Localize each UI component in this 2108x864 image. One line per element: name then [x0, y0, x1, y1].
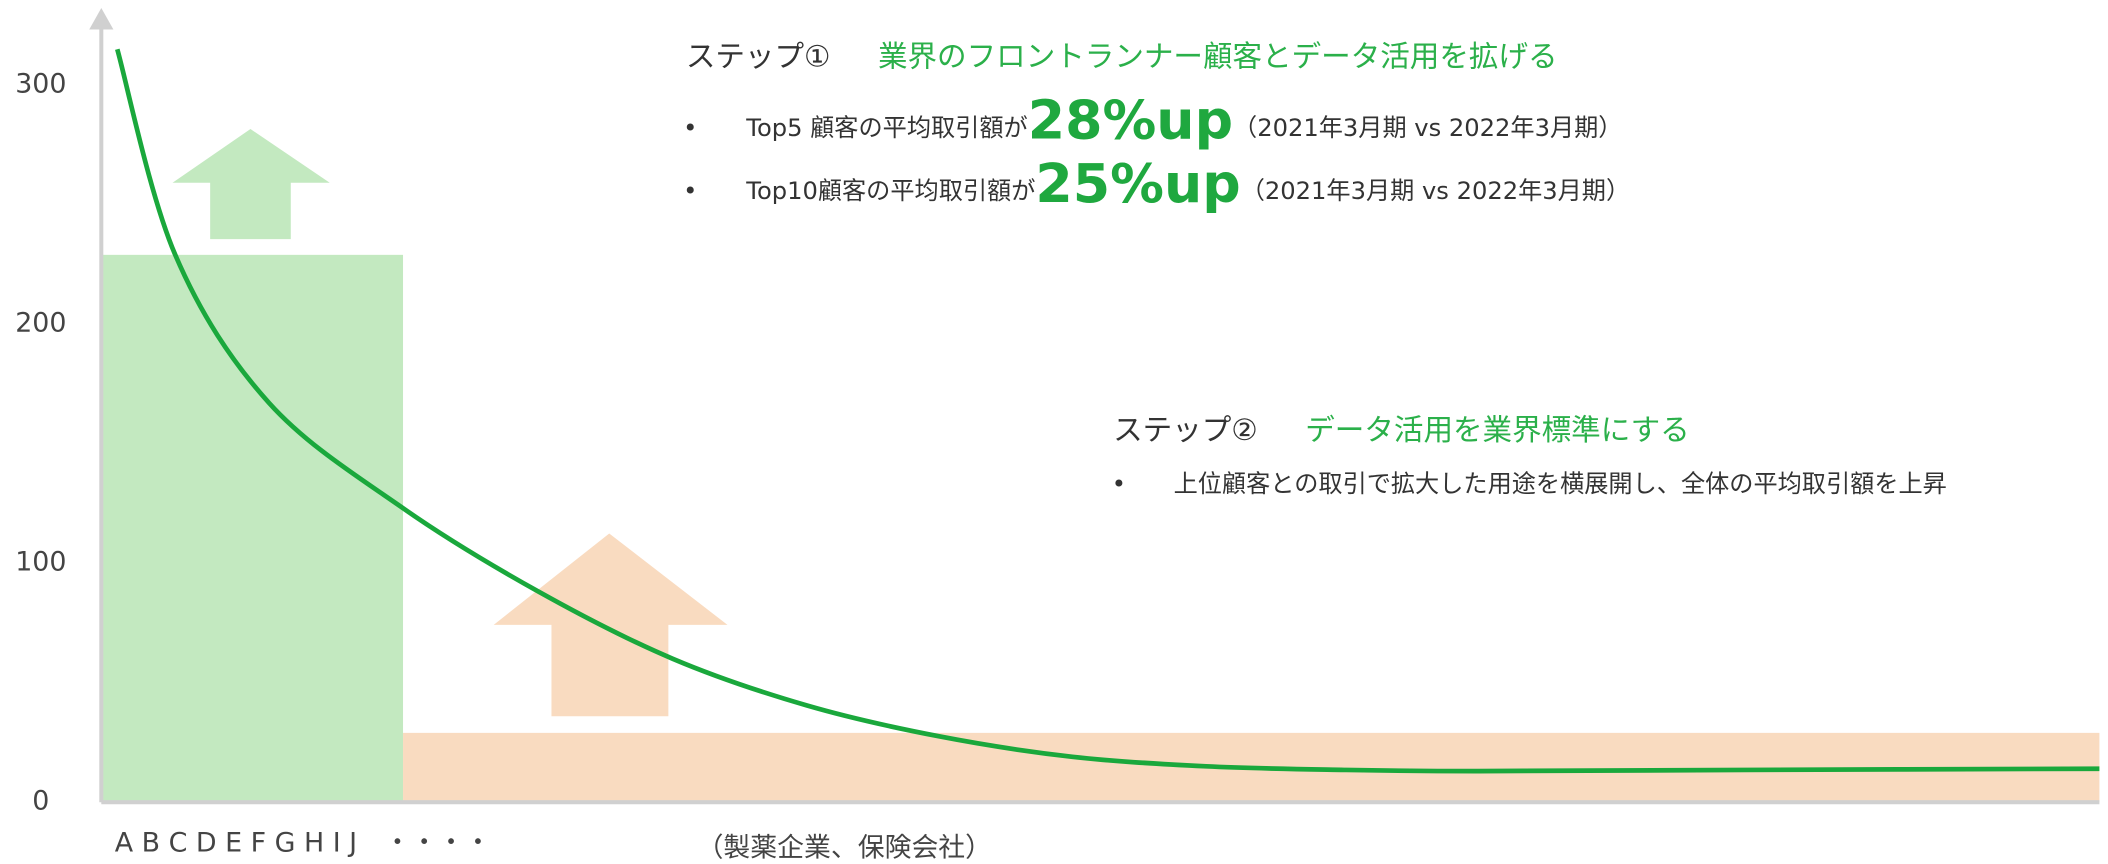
highlight: 25%up	[1035, 151, 1240, 214]
step-label: ステップ①	[686, 39, 831, 73]
bullet: •	[683, 114, 697, 142]
y-tick-label: 0	[32, 786, 49, 817]
step-label: ステップ②	[1113, 413, 1258, 447]
line-layer	[115, 48, 2100, 774]
text: Top10顧客の平均取引額が	[745, 177, 1035, 205]
text: Top5 顧客の平均取引額が	[745, 114, 1027, 142]
x-label: （製薬企業、保険会社）	[697, 833, 992, 864]
y-tick-label: 100	[15, 547, 66, 578]
bullet-text: 上位顧客との取引で拡大した用途を横展開し、全体の平均取引額を上昇	[1174, 470, 1947, 498]
bar-layer	[101, 254, 2100, 803]
note: （2021年3月期 vs 2022年3月期）	[1233, 114, 1622, 142]
line	[115, 48, 2100, 774]
bullet: •	[1112, 470, 1126, 498]
bullet-text: Top5 顧客の平均取引額が28%up（2021年3月期 vs 2022年3月期…	[745, 88, 1622, 151]
axis-arrow	[89, 8, 114, 30]
highlight: 28%up	[1028, 88, 1233, 151]
bullet: •	[683, 177, 697, 205]
arrow-up	[172, 128, 330, 240]
y-tick-label: 200	[15, 308, 66, 339]
note: （2021年3月期 vs 2022年3月期）	[1241, 177, 1630, 205]
arrow-up	[493, 533, 728, 717]
y-tick-label: 300	[15, 69, 66, 100]
bar	[101, 254, 404, 803]
x-label: A B C D E F G H I J ・・・・	[115, 827, 492, 858]
step-title: 業界のフロントランナー顧客とデータ活用を拡げる	[878, 39, 1558, 73]
step-title: データ活用を業界標準にする	[1305, 413, 1689, 447]
bullet-text: Top10顧客の平均取引額が25%up（2021年3月期 vs 2022年3月期…	[745, 151, 1630, 214]
